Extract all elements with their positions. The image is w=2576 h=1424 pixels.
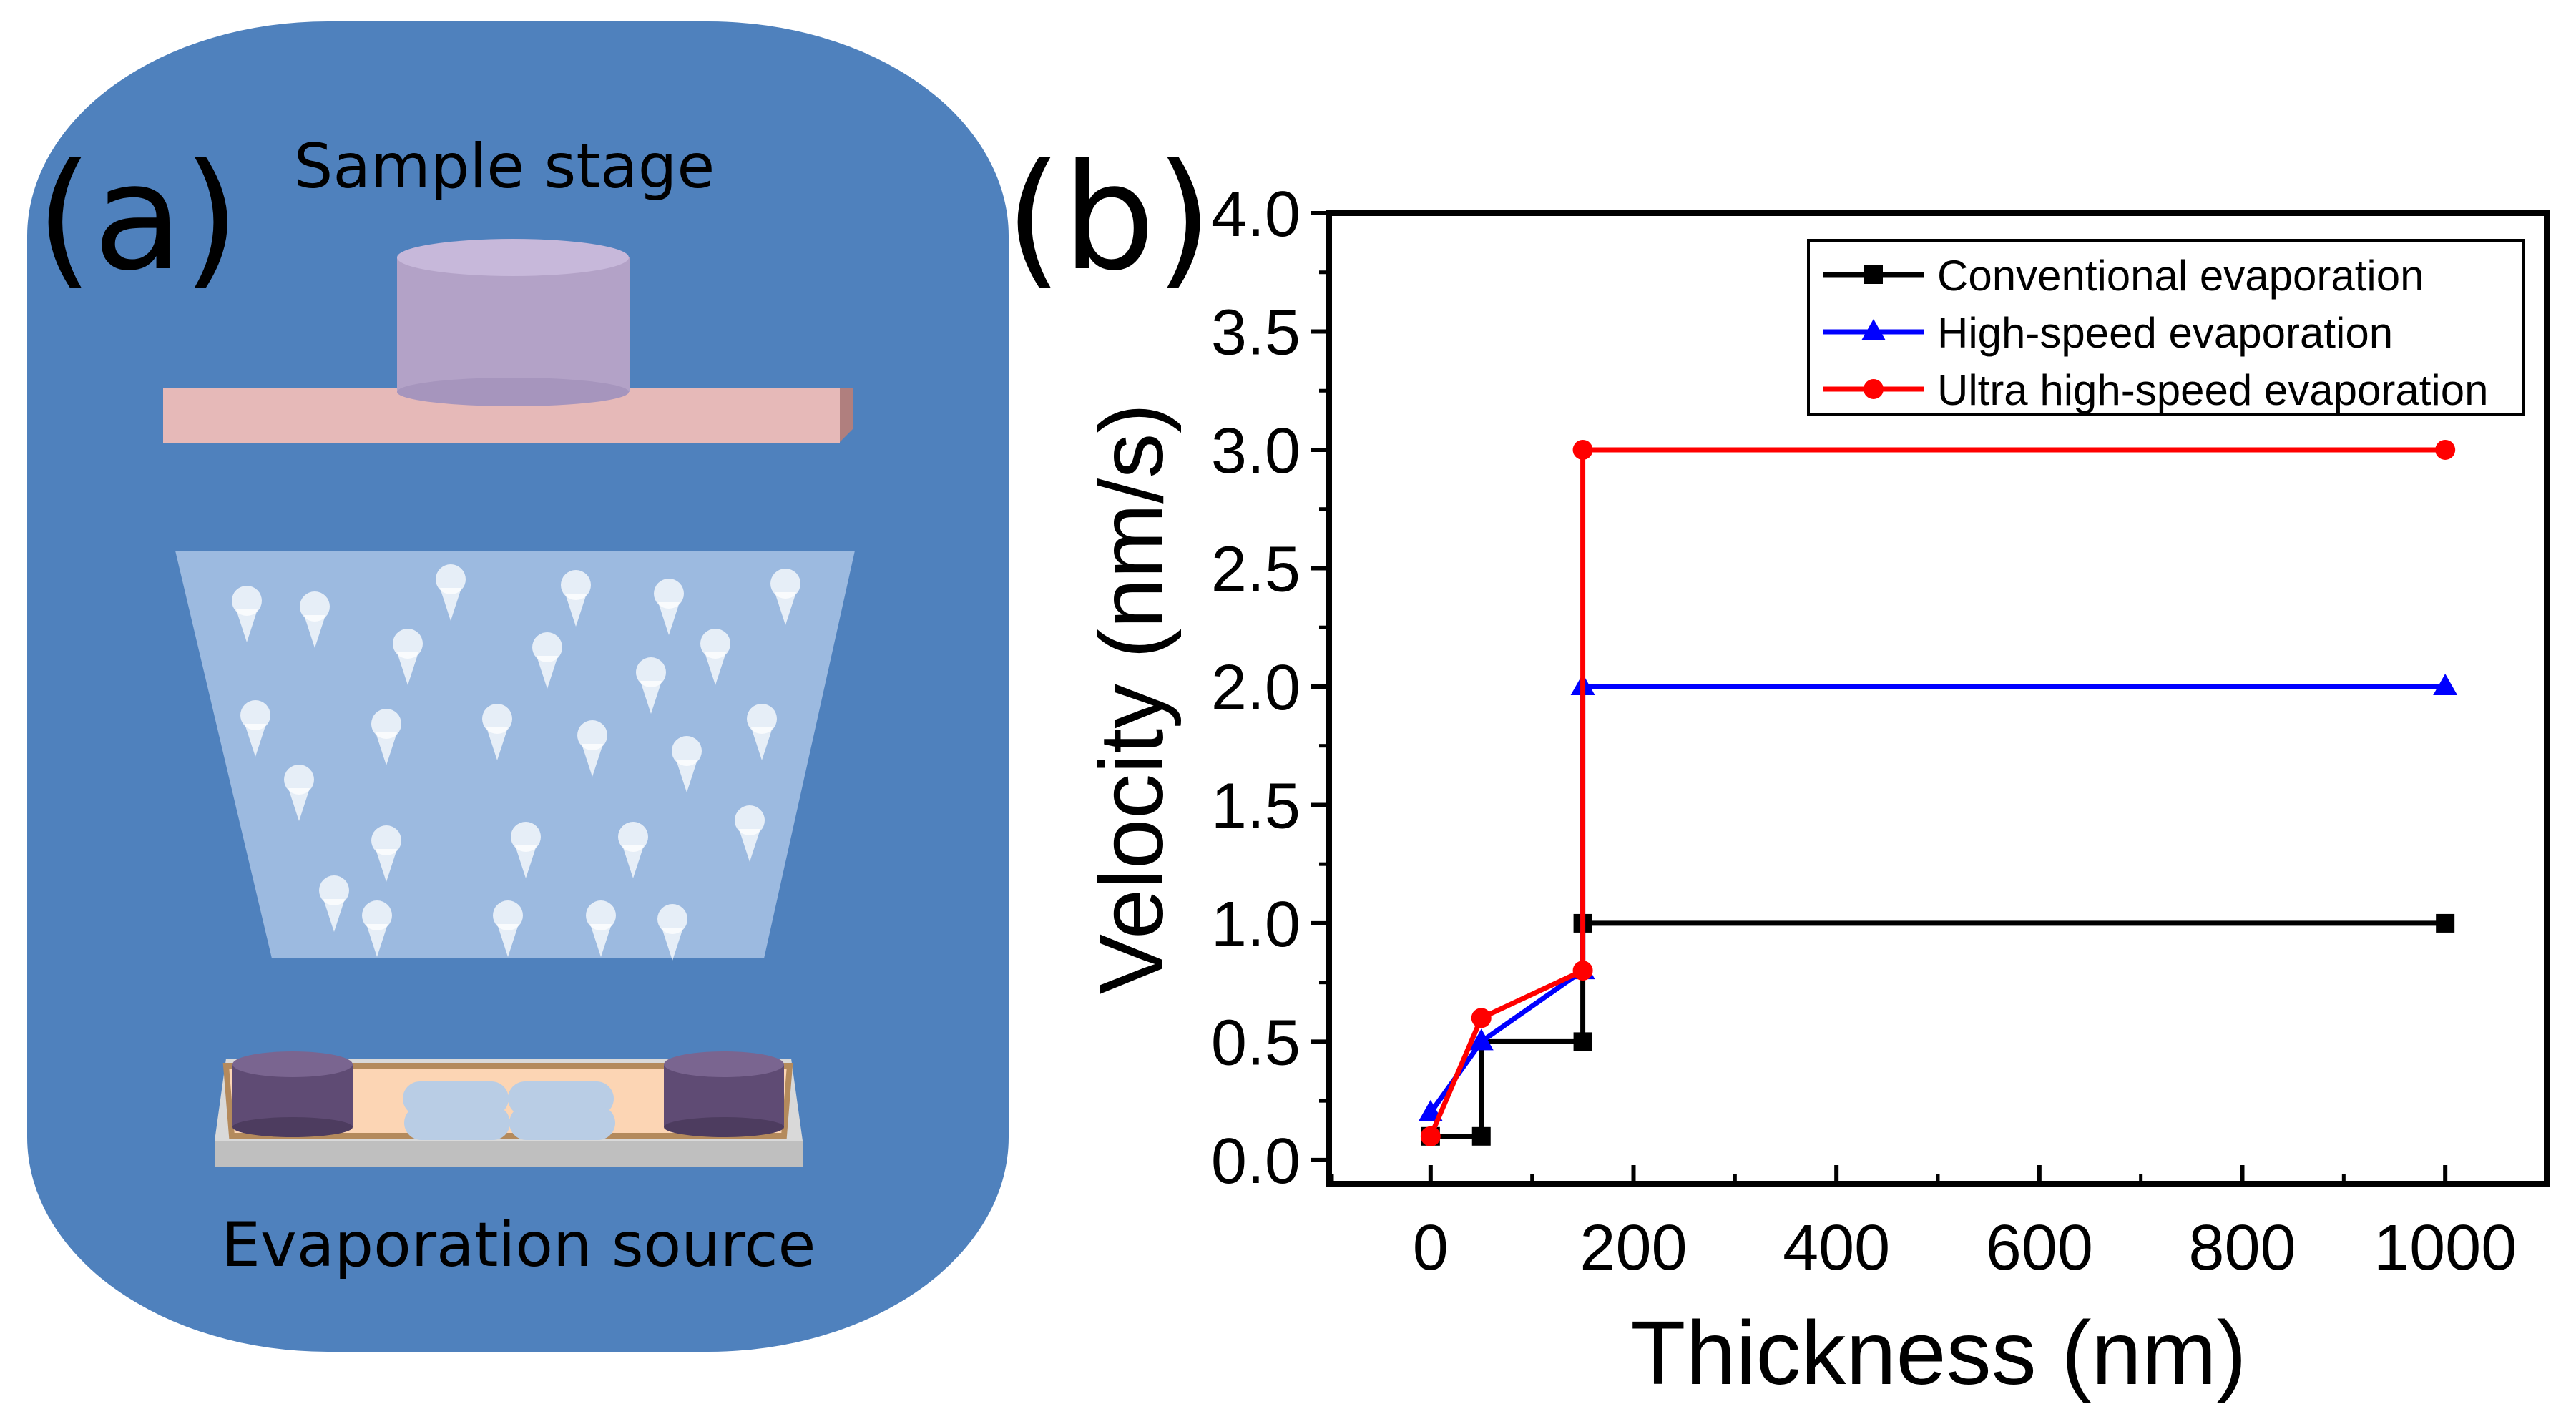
legend-label: Ultra high-speed evaporation bbox=[1937, 366, 2488, 414]
evaporation-source bbox=[215, 1051, 803, 1167]
droplet bbox=[362, 900, 392, 957]
droplet bbox=[657, 904, 687, 961]
data-point bbox=[2436, 913, 2455, 933]
chart-tick-labels: 0 200 400 600 800 1000 0.0 0.5 1.0 1.5 2.0 2.5 3.0 3.… bbox=[1211, 179, 2517, 1284]
data-point bbox=[1469, 1028, 1494, 1051]
legend-entry: High-speed evaporation bbox=[1823, 309, 2393, 357]
data-point bbox=[1572, 439, 1593, 460]
droplet bbox=[586, 900, 616, 957]
droplet bbox=[654, 579, 684, 635]
sample-stage-caption: Sample stage bbox=[294, 131, 715, 202]
droplet bbox=[511, 822, 541, 878]
x-tick-label: 200 bbox=[1580, 1212, 1687, 1284]
droplet bbox=[493, 900, 523, 957]
droplet bbox=[436, 564, 466, 621]
droplet bbox=[371, 709, 401, 765]
sample bbox=[397, 239, 630, 406]
droplet bbox=[636, 657, 666, 714]
droplet bbox=[300, 591, 330, 648]
droplet bbox=[232, 586, 262, 642]
droplet bbox=[482, 704, 512, 760]
y-axis-label: Velocity (nm/s) bbox=[1081, 403, 1182, 994]
evaporation-source-caption: Evaporation source bbox=[222, 1209, 816, 1281]
y-tick-label: 0.5 bbox=[1211, 1007, 1301, 1079]
data-point bbox=[1572, 961, 1593, 981]
droplet bbox=[747, 704, 777, 760]
x-tick-label: 400 bbox=[1783, 1212, 1890, 1284]
data-point bbox=[1573, 1032, 1592, 1051]
droplet bbox=[532, 632, 562, 689]
data-point bbox=[2435, 439, 2456, 460]
chart-series bbox=[1418, 439, 2458, 1146]
x-tick-label: 0 bbox=[1413, 1212, 1449, 1284]
y-tick-label: 2.0 bbox=[1211, 652, 1301, 724]
y-tick-label: 3.5 bbox=[1211, 297, 1301, 368]
droplet bbox=[770, 569, 800, 625]
crucible-left bbox=[232, 1051, 353, 1137]
droplet bbox=[319, 875, 349, 932]
data-point bbox=[1471, 1126, 1491, 1146]
vapor-plume bbox=[175, 551, 855, 958]
source-material bbox=[403, 1081, 615, 1140]
y-tick-label: 1.5 bbox=[1211, 770, 1301, 842]
droplet bbox=[618, 822, 648, 878]
droplet bbox=[735, 805, 765, 862]
series-0 bbox=[1421, 913, 2455, 1146]
legend-marker bbox=[1864, 265, 1883, 284]
legend-marker bbox=[1861, 319, 1886, 340]
legend-label: High-speed evaporation bbox=[1937, 309, 2393, 357]
vapor-droplets bbox=[232, 564, 800, 961]
droplet bbox=[672, 736, 702, 792]
y-tick-label: 1.0 bbox=[1211, 889, 1301, 961]
x-tick-label: 600 bbox=[1986, 1212, 2093, 1284]
data-point bbox=[2433, 673, 2458, 695]
droplet bbox=[240, 700, 270, 757]
data-point bbox=[1471, 1008, 1492, 1028]
data-point bbox=[1420, 1126, 1441, 1146]
y-tick-label: 3.0 bbox=[1211, 416, 1301, 487]
droplet bbox=[371, 825, 401, 882]
legend-marker bbox=[1864, 379, 1884, 399]
series-2 bbox=[1420, 439, 2456, 1146]
x-tick-label: 1000 bbox=[2374, 1212, 2517, 1284]
droplet bbox=[284, 765, 314, 821]
panel-b: (b) 0 200 400 600 800 1000 0.0 0.5 1.0 1.5 2.0 2.5 3… bbox=[1005, 133, 2550, 1403]
y-tick-label: 0.0 bbox=[1211, 1126, 1301, 1197]
y-tick-label: 2.5 bbox=[1211, 534, 1301, 605]
x-axis-label: Thickness (nm) bbox=[1630, 1302, 2246, 1403]
x-tick-label: 800 bbox=[2188, 1212, 2296, 1284]
chart-legend: Conventional evaporation High-speed evapo… bbox=[1807, 239, 2525, 416]
chart-ticks bbox=[1311, 211, 2448, 1184]
panel-b-label: (b) bbox=[1005, 133, 1213, 303]
series-1 bbox=[1418, 673, 2458, 1121]
y-tick-label: 4.0 bbox=[1211, 179, 1301, 250]
panel-a-label: (a) bbox=[36, 133, 240, 303]
droplet bbox=[700, 629, 730, 685]
droplet bbox=[577, 720, 607, 777]
crucible-right bbox=[664, 1051, 784, 1137]
droplet bbox=[393, 629, 423, 685]
droplet bbox=[561, 570, 591, 627]
legend-box bbox=[1807, 239, 2525, 416]
legend-label: Conventional evaporation bbox=[1937, 252, 2424, 300]
legend-entry: Conventional evaporation bbox=[1823, 252, 2424, 300]
legend-entry: Ultra high-speed evaporation bbox=[1823, 366, 2488, 414]
panel-a: (a) Sample stage bbox=[27, 21, 1009, 1352]
